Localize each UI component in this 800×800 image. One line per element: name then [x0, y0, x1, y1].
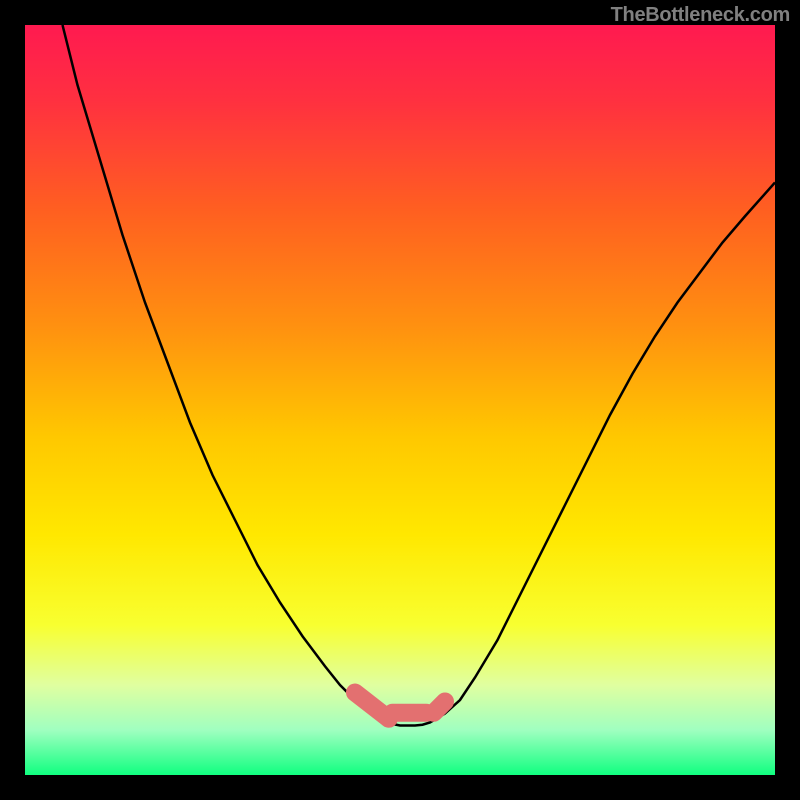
chart-svg: [25, 25, 775, 775]
gradient-background: [25, 25, 775, 775]
chart-container: TheBottleneck.com: [0, 0, 800, 800]
plot-area: [25, 25, 775, 775]
watermark-text: TheBottleneck.com: [611, 4, 790, 27]
